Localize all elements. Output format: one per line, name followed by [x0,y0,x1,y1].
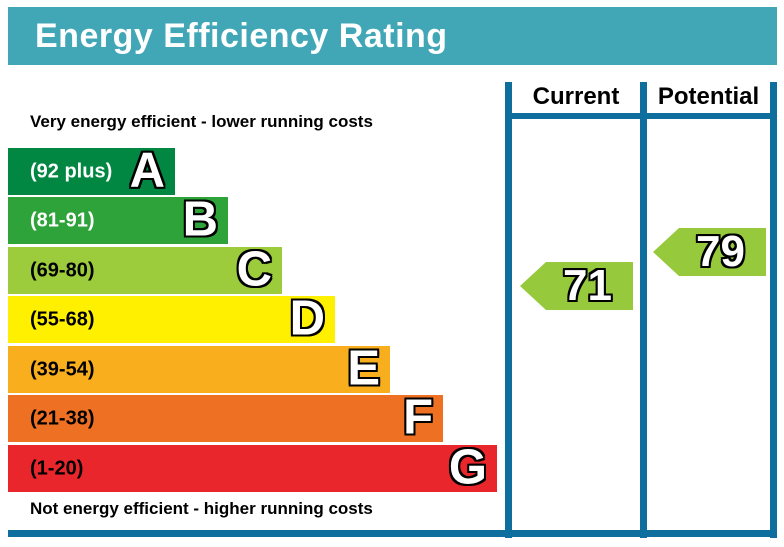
band-range-label-G: (1-20) [30,457,84,479]
band-range-label-D: (55-68) [30,308,95,330]
band-letter-C: C [236,242,272,297]
band-row-D: (55-68) D [8,291,335,346]
band-row-B: (81-91) B [8,192,228,247]
band-letter-F: F [403,390,433,445]
current-rating-arrow: 71 [520,262,633,310]
band-row-G: (1-20) G [8,440,497,495]
page-title: Energy Efficiency Rating [35,16,448,55]
title-bar: Energy Efficiency Rating [8,7,777,65]
band-letter-G: G [448,440,487,495]
band-row-A: (92 plus) A [8,143,175,198]
band-letter-A: A [129,143,165,198]
chart-bottom-border [8,530,777,537]
band-range-label-B: (81-91) [30,209,95,231]
band-letter-E: E [347,341,380,396]
band-row-C: (69-80) C [8,242,282,297]
band-range-label-C: (69-80) [30,259,95,281]
caption-very-efficient: Very energy efficient - lower running co… [30,112,373,131]
potential-rating-value: 79 [696,227,745,276]
band-row-E: (39-54) E [8,341,390,396]
column-border-middle [640,82,647,538]
column-border-right [770,82,777,538]
potential-rating-arrow: 79 [653,228,766,276]
band-row-F: (21-38) F [8,390,443,445]
band-range-label-A: (92 plus) [30,160,113,182]
column-header-current: Current [532,83,620,110]
band-range-label-F: (21-38) [30,407,95,429]
caption-not-efficient: Not energy efficient - higher running co… [30,499,373,518]
column-border-left [505,82,512,538]
column-header-potential: Potential [657,83,760,110]
current-rating-value: 71 [563,261,612,310]
band-range-label-E: (39-54) [30,358,95,380]
header-underline [505,113,777,119]
band-letter-D: D [289,291,325,346]
band-letter-B: B [182,192,218,247]
